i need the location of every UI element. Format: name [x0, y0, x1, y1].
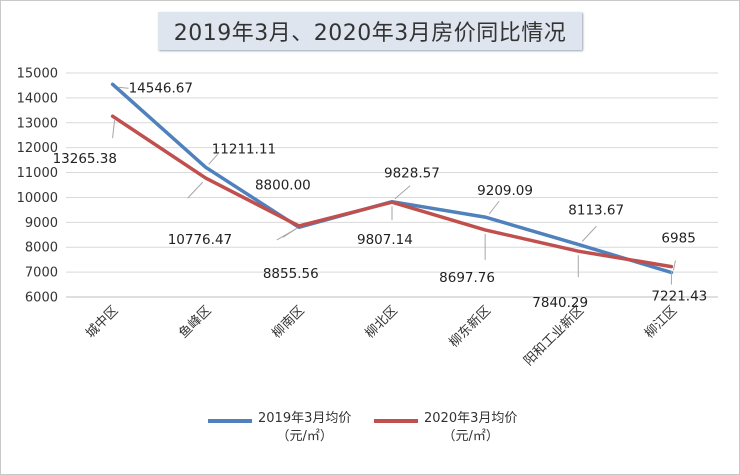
data-label-leader [488, 200, 500, 215]
chart-title: 2019年3月、2020年3月房价同比情况 [173, 21, 567, 46]
x-tick-label: 鱼峰区 [176, 303, 215, 342]
series-line-2020 [110, 114, 674, 269]
data-label-2020: 13265.38 [53, 151, 117, 167]
chart-title-box: 2019年3月、2020年3月房价同比情况 [158, 12, 582, 50]
data-label-leader [394, 185, 411, 200]
data-label-leader [672, 260, 676, 271]
x-tick-label: 阳和工业新区 [521, 303, 587, 369]
data-label-2019: 8113.67 [568, 202, 624, 218]
data-label-2019: 9828.57 [384, 166, 440, 182]
legend-label-2019: 2019年3月均价 [258, 411, 352, 426]
x-tick-label: 柳北区 [363, 303, 401, 341]
y-tick-label: 6000 [25, 291, 58, 306]
data-label-2019: 11211.11 [212, 141, 276, 157]
legend-unit-2019: （元/㎡） [276, 429, 333, 444]
y-tick-label: 15000 [17, 67, 58, 82]
x-tick-label: 城中区 [83, 303, 121, 341]
y-tick-label: 8000 [25, 241, 58, 256]
data-label-2020: 7221.43 [651, 289, 707, 305]
y-tick-label: 11000 [17, 166, 58, 181]
x-tick-label: 柳江区 [642, 303, 680, 341]
legend-swatch-2019 [208, 419, 252, 423]
data-label-leader [276, 228, 297, 241]
legend-item-2019: 2019年3月均价 （元/㎡） [208, 410, 351, 446]
data-label-2020: 8855.56 [263, 266, 319, 282]
y-tick-label: 13000 [17, 116, 58, 131]
data-label-2019: 14546.67 [129, 80, 193, 96]
data-label-leader [581, 226, 597, 242]
legend-unit-2020: （元/㎡） [442, 429, 499, 444]
data-label-leader [112, 120, 116, 139]
data-label-2020: 8697.76 [439, 270, 495, 286]
data-label-leader [187, 181, 204, 199]
data-label-2019: 9209.09 [477, 183, 533, 199]
x-tick-label: 柳东新区 [446, 303, 494, 351]
data-label-2020: 7840.29 [532, 295, 588, 311]
data-label-leader [208, 153, 219, 165]
y-tick-label: 14000 [17, 91, 58, 106]
data-label-2019: 6985 [661, 230, 695, 246]
legend-item-2020: 2020年3月均价 （元/㎡） [374, 410, 517, 446]
legend-swatch-2020 [374, 419, 418, 423]
y-tick-label: 9000 [25, 216, 58, 231]
data-label-2020: 10776.47 [168, 232, 232, 248]
y-tick-label: 10000 [17, 191, 58, 206]
data-label-2020: 9807.14 [357, 232, 413, 248]
legend: 2019年3月均价 （元/㎡） 2020年3月均价 （元/㎡） [208, 410, 548, 460]
data-label-2019: 8800.00 [255, 177, 311, 193]
y-tick-label: 7000 [25, 266, 58, 281]
legend-label-2020: 2020年3月均价 [424, 411, 518, 426]
y-tick-label: 12000 [17, 141, 58, 156]
x-tick-label: 柳南区 [269, 303, 308, 342]
data-label-leader [118, 86, 129, 89]
